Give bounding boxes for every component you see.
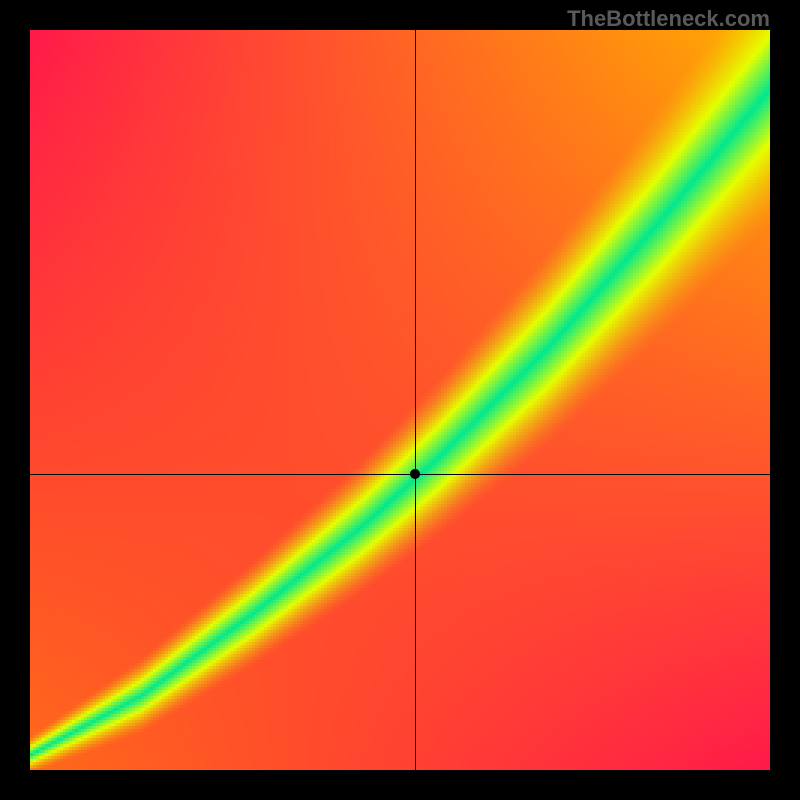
watermark-text: TheBottleneck.com — [567, 6, 770, 32]
chart-container: TheBottleneck.com — [0, 0, 800, 800]
bottleneck-heatmap — [30, 30, 770, 770]
